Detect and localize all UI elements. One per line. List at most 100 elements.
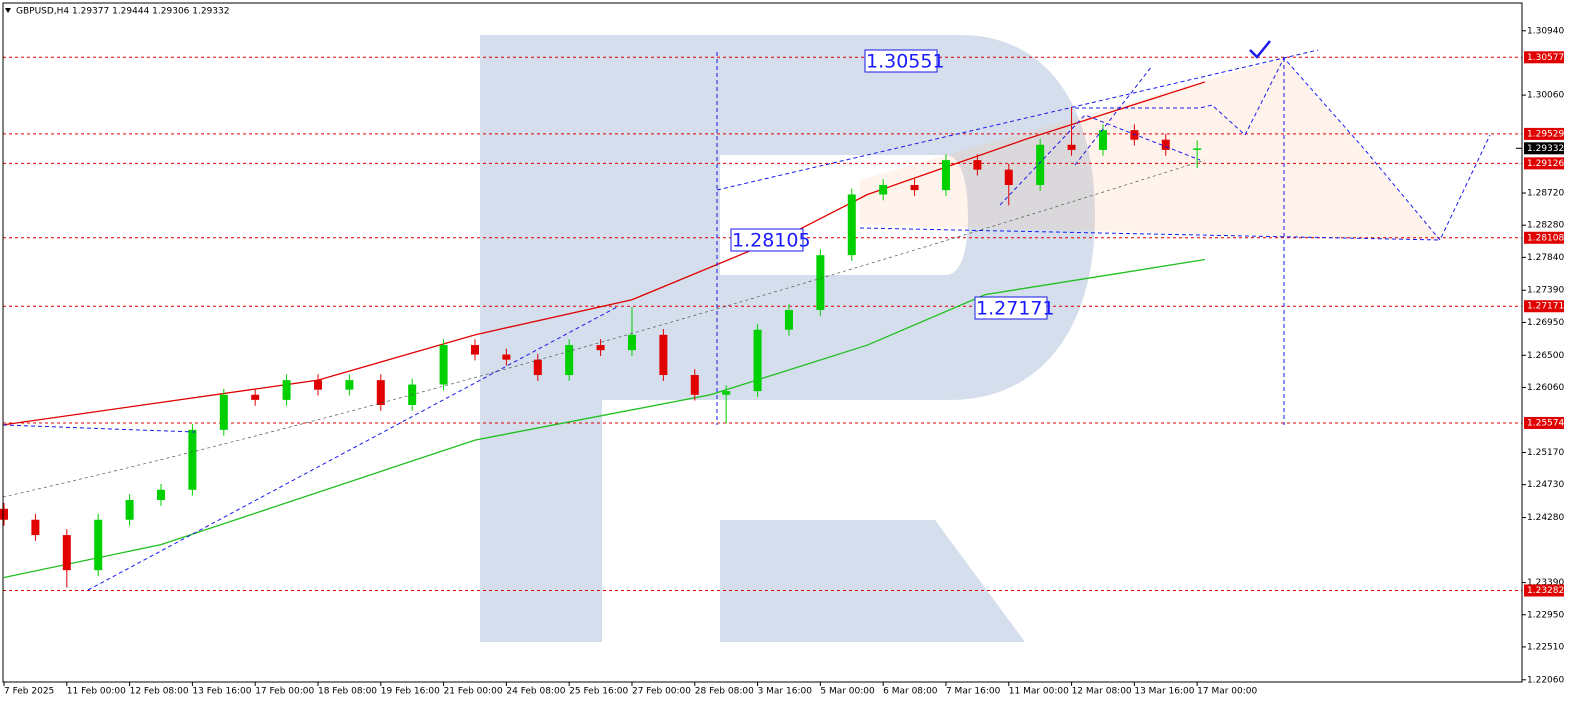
candle-body xyxy=(62,535,71,571)
candle-body xyxy=(1004,169,1013,185)
x-tick-label: 7 Mar 16:00 xyxy=(946,687,1001,697)
y-tick-label: 1.22950 xyxy=(1527,610,1564,620)
annotation-box xyxy=(730,228,804,252)
watermark xyxy=(480,35,1095,642)
x-tick-label: 13 Feb 16:00 xyxy=(192,687,251,697)
candle-body xyxy=(941,160,950,191)
level-box xyxy=(1524,51,1564,64)
level-box xyxy=(1524,157,1564,170)
level-label: 1.23282 xyxy=(1527,586,1564,596)
level-box xyxy=(1524,127,1564,140)
candle-body xyxy=(502,354,511,360)
indicator-line xyxy=(3,258,1206,579)
candle-body xyxy=(596,345,605,351)
candle-body xyxy=(156,489,165,501)
chart-title: GBPUSD,H4 1.29377 1.29444 1.29306 1.2933… xyxy=(16,7,229,17)
plot xyxy=(0,56,1522,591)
x-tick-label: 17 Mar 00:00 xyxy=(1197,687,1257,697)
candle-body xyxy=(31,519,40,536)
candle-body xyxy=(816,255,825,310)
y-tick-label: 1.26060 xyxy=(1527,383,1564,393)
annotation: 1.30551 xyxy=(866,51,945,73)
level-box xyxy=(1524,416,1564,429)
y-tick-label: 1.25170 xyxy=(1527,448,1564,458)
y-tick-label: 1.23390 xyxy=(1527,578,1564,588)
y-tick-label: 1.26950 xyxy=(1527,318,1564,328)
plot-frame xyxy=(2,2,1523,683)
annotation-box xyxy=(974,296,1048,320)
annotation: 1.28105 xyxy=(732,230,811,252)
candle-body xyxy=(1098,130,1107,150)
x-tick-label: 17 Feb 00:00 xyxy=(255,687,314,697)
candle-body xyxy=(847,194,856,256)
candle-body xyxy=(1130,130,1139,140)
candle-body xyxy=(94,519,103,571)
level-label: 1.27171 xyxy=(1527,302,1564,312)
y-tick-label: 1.28280 xyxy=(1527,221,1564,231)
x-tick-label: 21 Feb 00:00 xyxy=(444,687,503,697)
candle-body xyxy=(251,394,260,400)
y-tick-label: 1.26500 xyxy=(1527,351,1564,361)
x-tick-label: 18 Feb 08:00 xyxy=(318,687,377,697)
y-tick-label: 1.22510 xyxy=(1527,642,1564,652)
x-tick-label: 24 Feb 08:00 xyxy=(506,687,565,697)
x-tick-label: 5 Mar 00:00 xyxy=(820,687,875,697)
level-label: 1.30577 xyxy=(1527,53,1564,63)
x-tick-label: 11 Feb 00:00 xyxy=(67,687,126,697)
forecast-lines xyxy=(2,49,1491,591)
level-label: 1.29529 xyxy=(1527,129,1564,139)
level-box xyxy=(1524,584,1564,597)
checkmark xyxy=(1249,40,1271,59)
y-tick-label: 1.27390 xyxy=(1527,286,1564,296)
x-tick-label: 13 Mar 16:00 xyxy=(1134,687,1194,697)
candle-body xyxy=(533,359,542,376)
y-tick-label: 1.24280 xyxy=(1527,513,1564,523)
candle-body xyxy=(879,184,888,195)
annotation: 1.27171 xyxy=(976,298,1055,320)
level-box xyxy=(1524,231,1564,244)
y-tick-label: 1.22060 xyxy=(1527,675,1564,685)
candle-body xyxy=(345,380,354,390)
y-tick-label: 1.28720 xyxy=(1527,189,1564,199)
candle-body xyxy=(1193,148,1202,150)
x-tick-label: 25 Feb 16:00 xyxy=(569,687,628,697)
x-tick-label: 6 Mar 08:00 xyxy=(883,687,938,697)
title-arrow xyxy=(5,8,11,13)
x-tick-label: 12 Mar 08:00 xyxy=(1072,687,1132,697)
y-tick-label: 1.27840 xyxy=(1527,253,1564,263)
last-price-label: 1.29332 xyxy=(1527,144,1564,154)
candle-body xyxy=(470,345,479,355)
x-tick-label: 3 Mar 16:00 xyxy=(758,687,813,697)
x-tick-label: 7 Feb 2025 xyxy=(4,687,54,697)
y-tick-label: 1.24730 xyxy=(1527,480,1564,490)
x-tick-label: 12 Feb 08:00 xyxy=(130,687,189,697)
x-tick-label: 28 Feb 08:00 xyxy=(695,687,754,697)
level-box xyxy=(1524,300,1564,313)
level-label: 1.28108 xyxy=(1527,233,1564,243)
last-price-box xyxy=(1524,142,1564,155)
candle-body xyxy=(690,375,699,395)
candle-body xyxy=(565,345,574,376)
candle-body xyxy=(219,394,228,430)
candle-body xyxy=(282,380,291,400)
x-tick-label: 11 Mar 00:00 xyxy=(1009,687,1069,697)
candle-body xyxy=(973,160,982,170)
candle-body xyxy=(0,508,8,520)
candle-body xyxy=(659,334,668,376)
x-tick-label: 19 Feb 16:00 xyxy=(381,687,440,697)
y-tick-label: 1.30940 xyxy=(1527,26,1564,36)
candle-body xyxy=(722,391,731,395)
candle-body xyxy=(910,184,919,191)
candle-body xyxy=(1161,139,1170,150)
candle-body xyxy=(627,334,636,351)
candle-body xyxy=(784,309,793,330)
trend-line xyxy=(2,159,1206,498)
forecast-area xyxy=(860,58,1440,240)
annotation-box xyxy=(864,49,938,73)
level-label: 1.25574 xyxy=(1527,418,1564,428)
candle-body xyxy=(188,429,197,490)
level-label: 1.29126 xyxy=(1527,159,1564,169)
candle-body xyxy=(1067,144,1076,150)
candle-body xyxy=(125,500,134,520)
